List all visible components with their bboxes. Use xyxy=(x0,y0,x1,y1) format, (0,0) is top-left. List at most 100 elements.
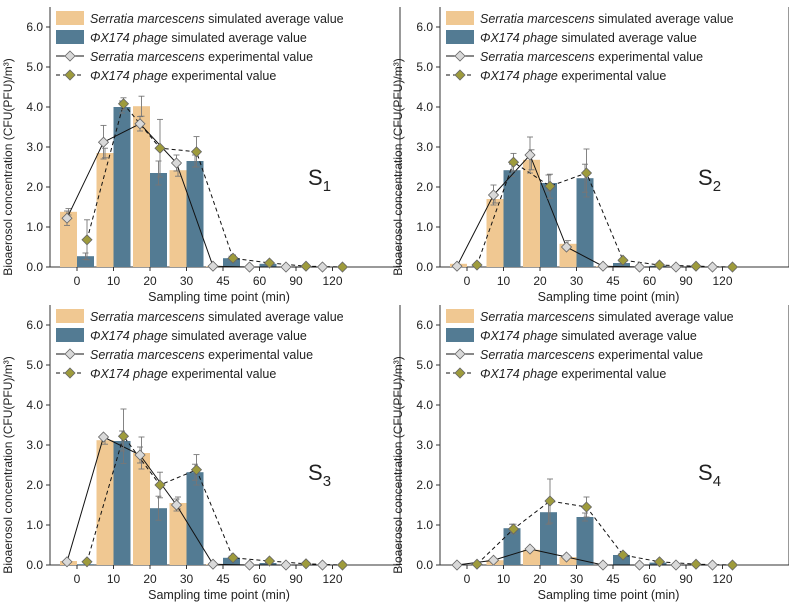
legend-label-rest: simulated average value xyxy=(168,329,307,343)
legend-swatch xyxy=(446,30,474,44)
x-tick-label: 20 xyxy=(533,572,547,586)
y-tick-label: 0.0 xyxy=(26,260,43,274)
legend-phage-simulated: ΦX174 phage simulated average value xyxy=(56,30,307,45)
point-serratia-experimental xyxy=(243,261,256,273)
bar-phage-simulated xyxy=(150,508,167,565)
legend-label-rest: simulated average value xyxy=(595,310,734,324)
point-phage-experimental xyxy=(544,495,556,507)
y-tick-label: 6.0 xyxy=(416,318,433,332)
x-tick-label: 20 xyxy=(533,274,547,288)
legend-label-italic: ΦX174 phage xyxy=(480,69,558,83)
y-tick-label: 6.0 xyxy=(416,20,433,34)
point-phage-experimental xyxy=(617,254,629,266)
y-tick-label: 0.0 xyxy=(416,260,433,274)
legend-phage-experimental: ΦX174 phage experimental value xyxy=(446,367,666,381)
panel-label-subscript: 2 xyxy=(713,178,721,195)
x-tick-label: 20 xyxy=(143,274,157,288)
legend-label-rest: simulated average value xyxy=(558,31,697,45)
point-phage-experimental xyxy=(580,167,593,179)
x-tick-label: 0 xyxy=(74,274,81,288)
panel-label: S4 xyxy=(698,460,721,490)
bar-phage-simulated xyxy=(576,178,594,267)
point-serratia-experimental xyxy=(524,149,536,161)
legend-marker xyxy=(454,50,466,62)
point-phage-experimental xyxy=(300,260,312,272)
bar-phage-simulated xyxy=(503,170,521,267)
legend: Serratia marcescens simulated average va… xyxy=(56,309,344,381)
y-axis-label: Bioaerosol concentration (CFU(PFU)/m³) xyxy=(1,58,15,275)
legend-swatch xyxy=(446,11,474,25)
legend-marker xyxy=(64,50,76,62)
legend-label: ΦX174 phage simulated average value xyxy=(90,31,307,45)
point-phage-experimental xyxy=(726,261,739,273)
y-tick-label: 4.0 xyxy=(26,398,43,412)
bar-phage-simulated xyxy=(613,555,630,565)
y-tick-label: 2.0 xyxy=(416,478,433,492)
legend: Serratia marcescens simulated average va… xyxy=(446,11,734,83)
y-tick-label: 3.0 xyxy=(26,140,43,154)
error-bar-phage-simulated xyxy=(155,495,162,521)
x-tick-label: 20 xyxy=(143,572,157,586)
point-phage-experimental xyxy=(263,555,276,567)
y-tick-label: 6.0 xyxy=(26,20,43,34)
point-serratia-experimental xyxy=(280,261,292,273)
point-phage-experimental xyxy=(653,556,666,568)
chart-panel-2: 0.0 1.0 2.0 3.0 4.0 5.0 6.0 Bioaerosol concentr… xyxy=(391,7,789,304)
point-serratia-experimental xyxy=(97,136,110,148)
legend-label-rest: simulated average value xyxy=(168,31,307,45)
point-phage-experimental xyxy=(227,252,239,264)
bar-serratia-simulated xyxy=(96,153,114,267)
x-tick-label: 30 xyxy=(570,274,584,288)
legend-label: Serratia marcescens experimental value xyxy=(480,50,703,64)
line-serratia-experimental xyxy=(456,154,713,268)
legend-label: Serratia marcescens experimental value xyxy=(480,348,703,362)
chart-panel-3: 0.0 1.0 2.0 3.0 4.0 5.0 6.0 Bioaerosol concentr… xyxy=(1,305,401,602)
bar-phage-simulated xyxy=(223,258,240,267)
point-serratia-experimental xyxy=(487,189,500,201)
legend-swatch xyxy=(446,309,474,323)
point-serratia-experimental xyxy=(524,543,536,555)
legend-serratia-simulated: Serratia marcescens simulated average va… xyxy=(446,11,734,26)
y-tick-label: 5.0 xyxy=(416,358,433,372)
panel-label: S3 xyxy=(308,460,331,490)
x-axis-label: Sampling time point (min) xyxy=(148,588,290,602)
x-tick-label: 120 xyxy=(712,274,732,288)
x-tick-label: 120 xyxy=(712,572,732,586)
y-tick-label: 5.0 xyxy=(416,60,433,74)
bar-phage-simulated xyxy=(613,263,630,267)
point-serratia-experimental xyxy=(670,261,682,273)
x-axis-label: Sampling time point (min) xyxy=(538,588,680,602)
legend-serratia-simulated: Serratia marcescens simulated average va… xyxy=(446,309,734,324)
legend-label-italic: Serratia marcescens xyxy=(480,50,595,64)
point-phage-experimental xyxy=(117,98,130,110)
bar-phage-simulated xyxy=(113,107,131,267)
x-tick-label: 30 xyxy=(180,572,194,586)
point-serratia-experimental xyxy=(706,261,719,273)
legend-swatch xyxy=(56,11,84,25)
bar-serratia-simulated xyxy=(133,453,150,565)
y-tick-label: 4.0 xyxy=(416,100,433,114)
legend-label-rest: simulated average value xyxy=(205,12,344,26)
x-tick-label: 10 xyxy=(107,274,121,288)
legend-label-rest: simulated average value xyxy=(595,12,734,26)
point-serratia-experimental xyxy=(706,559,719,571)
point-phage-experimental xyxy=(117,430,130,442)
point-serratia-experimental xyxy=(134,449,146,461)
y-tick-label: 3.0 xyxy=(416,438,433,452)
legend-phage-simulated: ΦX174 phage simulated average value xyxy=(446,328,697,343)
bar-serratia-simulated xyxy=(133,106,150,267)
x-axis-label: Sampling time point (min) xyxy=(148,290,290,304)
point-phage-experimental xyxy=(227,552,239,564)
legend-label-rest: simulated average value xyxy=(205,310,344,324)
legend-label-rest: experimental value xyxy=(168,69,276,83)
legend-marker xyxy=(64,69,76,81)
point-serratia-experimental xyxy=(243,559,256,571)
legend-label-rest: experimental value xyxy=(595,50,703,64)
point-serratia-experimental xyxy=(316,559,329,571)
panel-label: S2 xyxy=(698,165,721,195)
point-serratia-experimental xyxy=(207,558,219,570)
error-bar-serratia-simulated xyxy=(102,147,108,159)
x-tick-label: 90 xyxy=(679,572,693,586)
bar-phage-simulated xyxy=(150,173,167,267)
